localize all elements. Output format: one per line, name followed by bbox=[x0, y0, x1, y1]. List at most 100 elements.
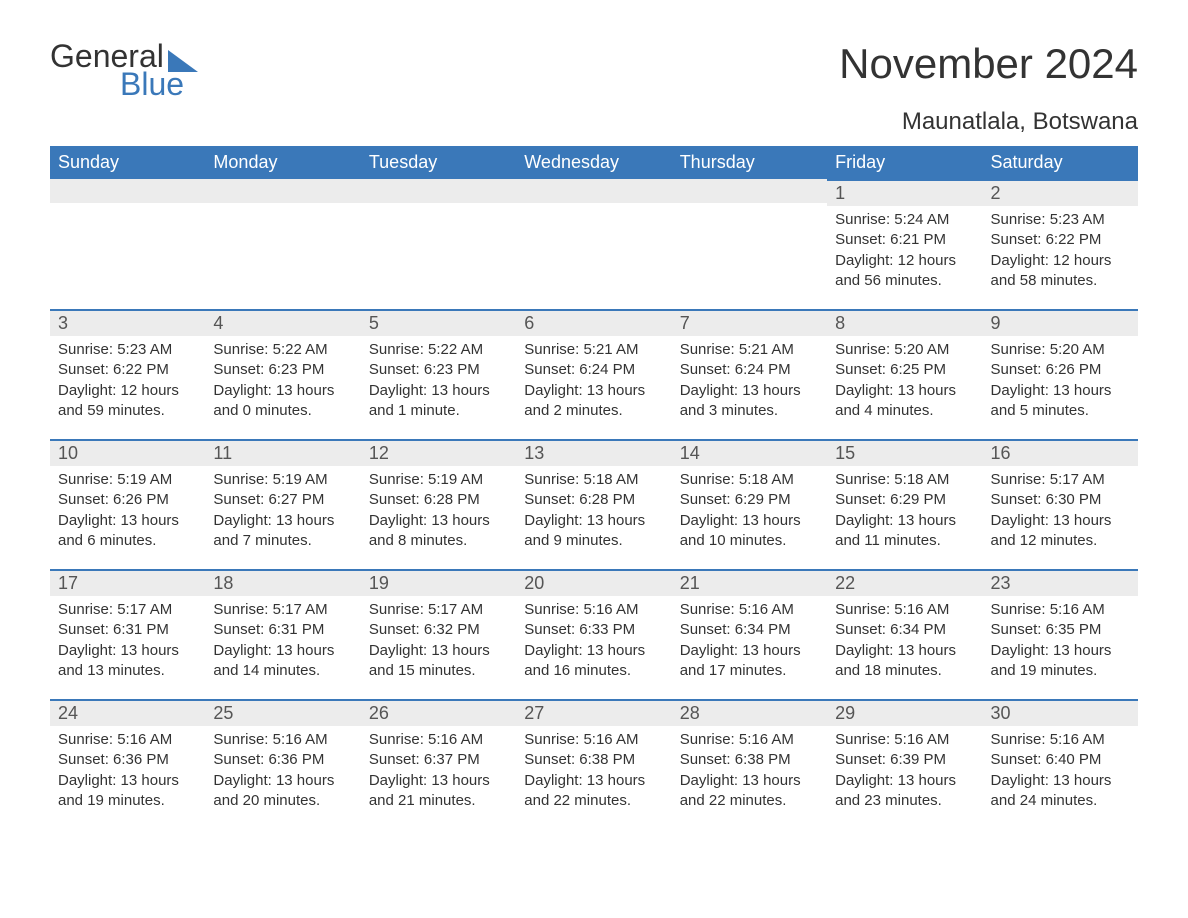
page-title: November 2024 bbox=[839, 40, 1138, 88]
daylight-text: Daylight: 13 hours and 2 minutes. bbox=[524, 381, 663, 422]
daylight-text: Daylight: 13 hours and 8 minutes. bbox=[369, 511, 508, 552]
day-number: 11 bbox=[205, 439, 360, 466]
daylight-text: Daylight: 13 hours and 12 minutes. bbox=[991, 511, 1130, 552]
day-header: Friday bbox=[827, 146, 982, 179]
daylight-text: Daylight: 13 hours and 22 minutes. bbox=[680, 771, 819, 812]
day-number: 27 bbox=[516, 699, 671, 726]
day-number: 14 bbox=[672, 439, 827, 466]
sunrise-text: Sunrise: 5:21 AM bbox=[524, 340, 663, 360]
day-details: Sunrise: 5:23 AMSunset: 6:22 PMDaylight:… bbox=[983, 206, 1138, 299]
calendar-cell: 8Sunrise: 5:20 AMSunset: 6:25 PMDaylight… bbox=[827, 309, 982, 439]
calendar-cell: 20Sunrise: 5:16 AMSunset: 6:33 PMDayligh… bbox=[516, 569, 671, 699]
calendar-cell bbox=[361, 179, 516, 309]
day-details: Sunrise: 5:19 AMSunset: 6:26 PMDaylight:… bbox=[50, 466, 205, 559]
calendar-cell bbox=[50, 179, 205, 309]
sunrise-text: Sunrise: 5:23 AM bbox=[58, 340, 197, 360]
day-header: Tuesday bbox=[361, 146, 516, 179]
sunset-text: Sunset: 6:35 PM bbox=[991, 620, 1130, 640]
daylight-text: Daylight: 13 hours and 18 minutes. bbox=[835, 641, 974, 682]
calendar-cell: 26Sunrise: 5:16 AMSunset: 6:37 PMDayligh… bbox=[361, 699, 516, 829]
empty-day-bar bbox=[50, 179, 205, 203]
day-number: 9 bbox=[983, 309, 1138, 336]
calendar-cell: 19Sunrise: 5:17 AMSunset: 6:32 PMDayligh… bbox=[361, 569, 516, 699]
sunset-text: Sunset: 6:28 PM bbox=[369, 490, 508, 510]
sunrise-text: Sunrise: 5:24 AM bbox=[835, 210, 974, 230]
calendar-table: SundayMondayTuesdayWednesdayThursdayFrid… bbox=[50, 146, 1138, 829]
daylight-text: Daylight: 13 hours and 15 minutes. bbox=[369, 641, 508, 682]
sunrise-text: Sunrise: 5:21 AM bbox=[680, 340, 819, 360]
sunset-text: Sunset: 6:37 PM bbox=[369, 750, 508, 770]
daylight-text: Daylight: 13 hours and 9 minutes. bbox=[524, 511, 663, 552]
day-details: Sunrise: 5:16 AMSunset: 6:34 PMDaylight:… bbox=[672, 596, 827, 689]
day-details: Sunrise: 5:16 AMSunset: 6:38 PMDaylight:… bbox=[516, 726, 671, 819]
daylight-text: Daylight: 13 hours and 20 minutes. bbox=[213, 771, 352, 812]
sunrise-text: Sunrise: 5:17 AM bbox=[213, 600, 352, 620]
sunset-text: Sunset: 6:22 PM bbox=[58, 360, 197, 380]
sunrise-text: Sunrise: 5:17 AM bbox=[369, 600, 508, 620]
calendar-cell: 9Sunrise: 5:20 AMSunset: 6:26 PMDaylight… bbox=[983, 309, 1138, 439]
sunrise-text: Sunrise: 5:16 AM bbox=[991, 730, 1130, 750]
day-number: 20 bbox=[516, 569, 671, 596]
day-number: 3 bbox=[50, 309, 205, 336]
sunset-text: Sunset: 6:38 PM bbox=[680, 750, 819, 770]
day-details: Sunrise: 5:20 AMSunset: 6:26 PMDaylight:… bbox=[983, 336, 1138, 429]
day-details: Sunrise: 5:18 AMSunset: 6:28 PMDaylight:… bbox=[516, 466, 671, 559]
daylight-text: Daylight: 13 hours and 3 minutes. bbox=[680, 381, 819, 422]
sunrise-text: Sunrise: 5:16 AM bbox=[58, 730, 197, 750]
daylight-text: Daylight: 12 hours and 59 minutes. bbox=[58, 381, 197, 422]
sunrise-text: Sunrise: 5:18 AM bbox=[524, 470, 663, 490]
daylight-text: Daylight: 13 hours and 17 minutes. bbox=[680, 641, 819, 682]
daylight-text: Daylight: 13 hours and 0 minutes. bbox=[213, 381, 352, 422]
calendar-cell: 6Sunrise: 5:21 AMSunset: 6:24 PMDaylight… bbox=[516, 309, 671, 439]
sunrise-text: Sunrise: 5:19 AM bbox=[213, 470, 352, 490]
day-number: 26 bbox=[361, 699, 516, 726]
day-details: Sunrise: 5:16 AMSunset: 6:35 PMDaylight:… bbox=[983, 596, 1138, 689]
day-number: 24 bbox=[50, 699, 205, 726]
empty-day-bar bbox=[672, 179, 827, 203]
day-number: 6 bbox=[516, 309, 671, 336]
sunset-text: Sunset: 6:26 PM bbox=[991, 360, 1130, 380]
day-header: Saturday bbox=[983, 146, 1138, 179]
empty-day-bar bbox=[205, 179, 360, 203]
calendar-cell: 5Sunrise: 5:22 AMSunset: 6:23 PMDaylight… bbox=[361, 309, 516, 439]
sunset-text: Sunset: 6:33 PM bbox=[524, 620, 663, 640]
daylight-text: Daylight: 13 hours and 16 minutes. bbox=[524, 641, 663, 682]
calendar-cell: 16Sunrise: 5:17 AMSunset: 6:30 PMDayligh… bbox=[983, 439, 1138, 569]
calendar-cell: 4Sunrise: 5:22 AMSunset: 6:23 PMDaylight… bbox=[205, 309, 360, 439]
calendar-cell: 21Sunrise: 5:16 AMSunset: 6:34 PMDayligh… bbox=[672, 569, 827, 699]
daylight-text: Daylight: 12 hours and 58 minutes. bbox=[991, 251, 1130, 292]
day-header-row: SundayMondayTuesdayWednesdayThursdayFrid… bbox=[50, 146, 1138, 179]
day-details: Sunrise: 5:19 AMSunset: 6:27 PMDaylight:… bbox=[205, 466, 360, 559]
daylight-text: Daylight: 13 hours and 13 minutes. bbox=[58, 641, 197, 682]
daylight-text: Daylight: 13 hours and 11 minutes. bbox=[835, 511, 974, 552]
sunrise-text: Sunrise: 5:19 AM bbox=[58, 470, 197, 490]
day-number: 25 bbox=[205, 699, 360, 726]
sunset-text: Sunset: 6:21 PM bbox=[835, 230, 974, 250]
sunset-text: Sunset: 6:31 PM bbox=[58, 620, 197, 640]
calendar-cell: 22Sunrise: 5:16 AMSunset: 6:34 PMDayligh… bbox=[827, 569, 982, 699]
calendar-cell: 3 Sunrise: 5:23 AMSunset: 6:22 PMDaylight… bbox=[50, 309, 205, 439]
daylight-text: Daylight: 13 hours and 1 minute. bbox=[369, 381, 508, 422]
calendar-week: 24Sunrise: 5:16 AMSunset: 6:36 PMDayligh… bbox=[50, 699, 1138, 829]
sunset-text: Sunset: 6:23 PM bbox=[213, 360, 352, 380]
daylight-text: Daylight: 13 hours and 22 minutes. bbox=[524, 771, 663, 812]
calendar-cell: 28Sunrise: 5:16 AMSunset: 6:38 PMDayligh… bbox=[672, 699, 827, 829]
daylight-text: Daylight: 13 hours and 10 minutes. bbox=[680, 511, 819, 552]
calendar-cell: 12Sunrise: 5:19 AMSunset: 6:28 PMDayligh… bbox=[361, 439, 516, 569]
day-details: Sunrise: 5:22 AMSunset: 6:23 PMDaylight:… bbox=[205, 336, 360, 429]
sunset-text: Sunset: 6:29 PM bbox=[835, 490, 974, 510]
daylight-text: Daylight: 13 hours and 24 minutes. bbox=[991, 771, 1130, 812]
sunset-text: Sunset: 6:30 PM bbox=[991, 490, 1130, 510]
sunset-text: Sunset: 6:38 PM bbox=[524, 750, 663, 770]
daylight-text: Daylight: 13 hours and 23 minutes. bbox=[835, 771, 974, 812]
sunrise-text: Sunrise: 5:18 AM bbox=[680, 470, 819, 490]
sunrise-text: Sunrise: 5:22 AM bbox=[213, 340, 352, 360]
calendar-cell: 23Sunrise: 5:16 AMSunset: 6:35 PMDayligh… bbox=[983, 569, 1138, 699]
sunset-text: Sunset: 6:39 PM bbox=[835, 750, 974, 770]
calendar-cell: 27Sunrise: 5:16 AMSunset: 6:38 PMDayligh… bbox=[516, 699, 671, 829]
logo-text-blue: Blue bbox=[120, 68, 198, 100]
sunrise-text: Sunrise: 5:19 AM bbox=[369, 470, 508, 490]
sunrise-text: Sunrise: 5:17 AM bbox=[991, 470, 1130, 490]
daylight-text: Daylight: 13 hours and 19 minutes. bbox=[991, 641, 1130, 682]
day-number: 19 bbox=[361, 569, 516, 596]
